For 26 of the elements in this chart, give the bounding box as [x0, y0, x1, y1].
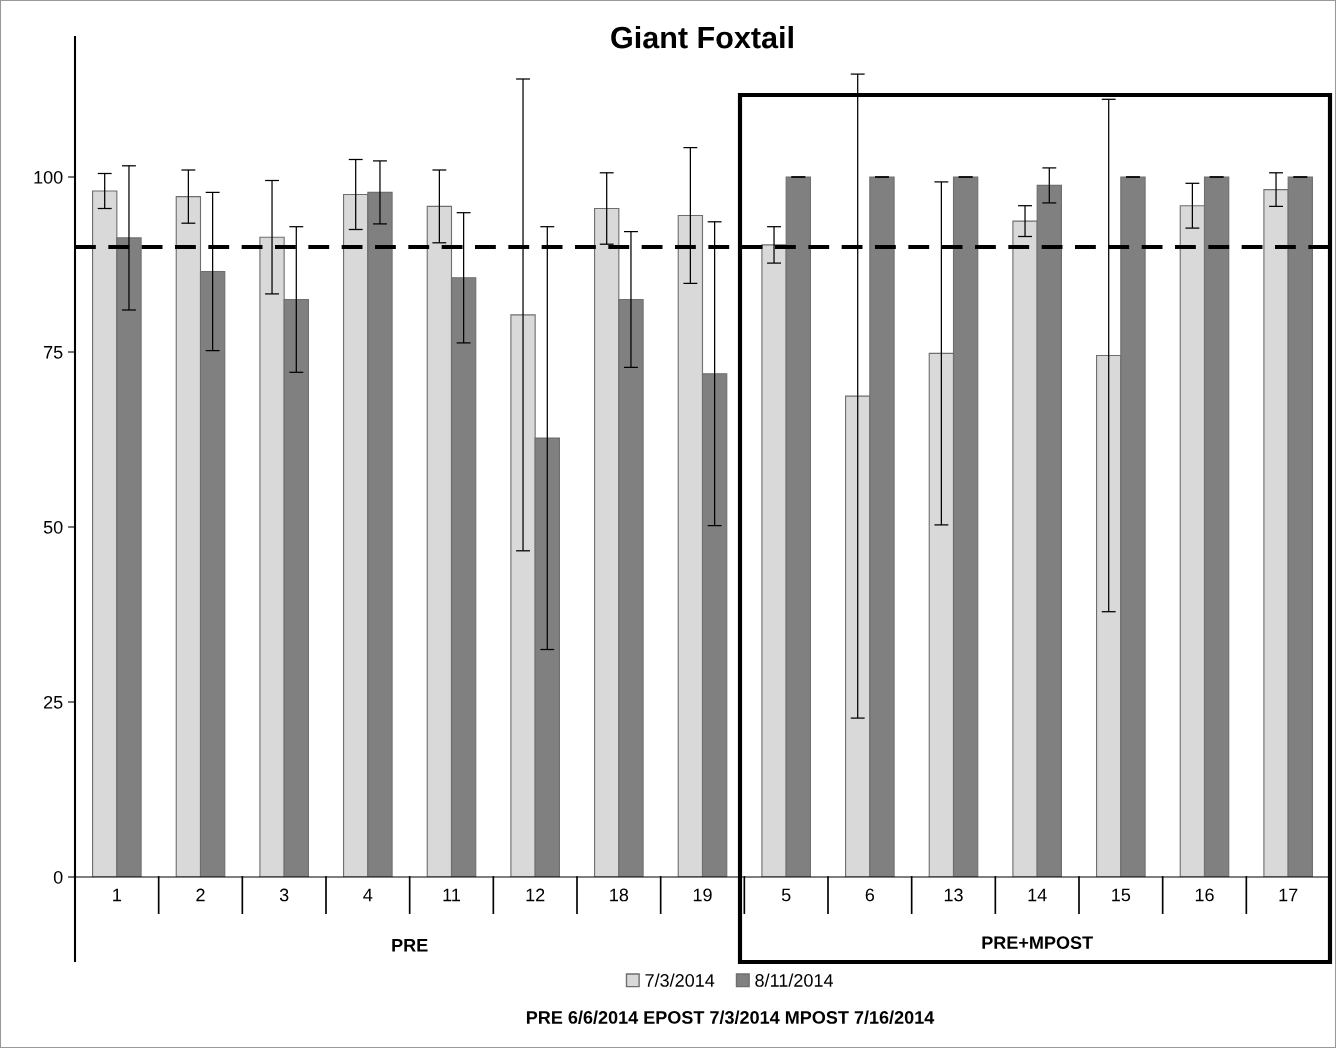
text: PRE [392, 938, 428, 952]
y-tick-label: 50 [43, 520, 63, 534]
legend-label: 8/11/2014 [755, 973, 833, 987]
x-tick-label: 12 [526, 888, 545, 902]
y-tick-label: 0 [53, 870, 63, 884]
text: PRE+MPOST [982, 936, 1093, 950]
y-tick-label: 25 [44, 695, 63, 709]
x-tick-label: 13 [944, 888, 963, 902]
x-tick-label: 15 [1112, 888, 1131, 902]
legend-label: 7/3/2014 [645, 973, 715, 987]
x-tick-label: 16 [1195, 888, 1214, 902]
x-tick-label: 5 [781, 888, 791, 902]
y-tick-label: 75 [44, 346, 63, 359]
text: PRE 6/6/2014 EPOST 7/3/2014 MPOST 7/16/2014 [526, 1010, 935, 1025]
x-tick-label: 11 [443, 888, 460, 902]
x-tick-label: 19 [693, 888, 712, 902]
x-tick-label: 4 [363, 888, 373, 902]
x-tick-label: 6 [865, 888, 875, 902]
x-tick-label: 17 [1279, 888, 1298, 902]
x-tick-label: 2 [196, 888, 205, 902]
x-tick-label: 18 [610, 888, 629, 902]
y-tick-label: 100 [34, 170, 63, 184]
x-tick-label: 1 [113, 888, 121, 902]
x-tick-label: 3 [279, 888, 289, 902]
x-tick-label: 14 [1028, 888, 1047, 902]
chart-title: Giant Foxtail [611, 25, 793, 49]
